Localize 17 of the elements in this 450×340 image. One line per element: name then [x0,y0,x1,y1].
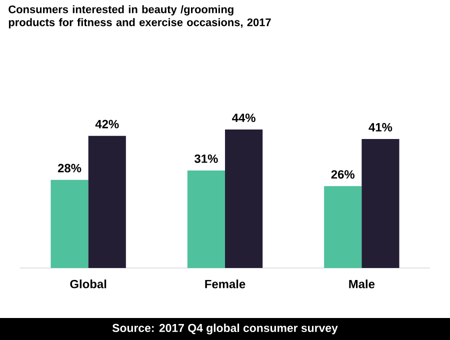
data-label: 42% [95,120,119,128]
x-tick-label: Male [349,280,375,288]
bar [50,180,88,268]
data-label: 31% [194,154,218,163]
chart-title: Consumers interested in beauty /grooming products for fitness and exercise occasions, 2017 [8,5,271,28]
bar [88,136,126,268]
data-label: 26% [331,170,355,179]
data-label: 44% [232,114,256,122]
bar [225,130,263,268]
x-tick-label: Female [205,280,246,288]
bar [324,186,362,268]
data-label: 28% [58,164,82,172]
data-label: 41% [368,123,392,132]
x-tick-label: Global [70,280,106,288]
bar [187,170,225,268]
bar [362,138,400,268]
source-note: Source: 2017 Q4 global consumer survey [112,324,338,334]
